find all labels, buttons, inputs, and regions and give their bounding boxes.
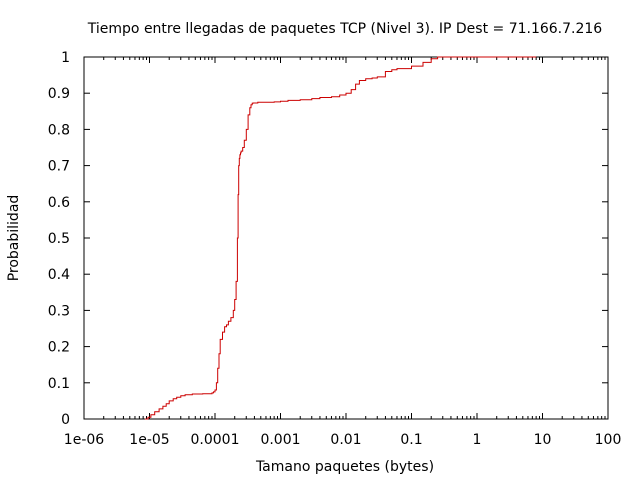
x-axis: 1e-06 1e-05 0.0001 0.001 0.01 0.1 1 10 100 [64, 57, 622, 448]
y-tick-label: 0.5 [48, 231, 70, 247]
y-axis-label: Probabilidad [6, 195, 22, 282]
x-tick-label: 10 [534, 432, 552, 448]
x-tick-label: 1e-06 [64, 432, 104, 448]
x-tick-label: 1 [473, 432, 482, 448]
x-tick-label: 0.0001 [191, 432, 240, 448]
x-tick-label: 1e-05 [129, 432, 169, 448]
x-tick-label: 0.001 [260, 432, 300, 448]
y-tick-label: 0.6 [48, 195, 70, 211]
x-tick-label: 0.01 [330, 432, 361, 448]
x-tick-label: 100 [595, 432, 622, 448]
y-tick-label: 0.3 [48, 303, 70, 319]
y-tick-label: 0.4 [48, 267, 70, 283]
y-tick-label: 0 [61, 412, 70, 428]
y-tick-label: 0.9 [48, 86, 70, 102]
chart-title: Tiempo entre llegadas de paquetes TCP (N… [87, 21, 603, 37]
y-tick-label: 1 [61, 50, 70, 66]
y-tick-label: 0.1 [48, 376, 70, 392]
series-line [144, 56, 537, 420]
y-tick-label: 0.8 [48, 122, 70, 138]
y-axis: 0 0.1 0.2 0.3 0.4 0.5 0.6 0.7 0.8 0.9 1 [48, 50, 608, 428]
y-tick-label: 0.2 [48, 340, 70, 356]
x-axis-label: Tamano paquetes (bytes) [255, 459, 434, 475]
y-tick-label: 0.7 [48, 159, 70, 175]
x-tick-label: 0.1 [400, 432, 422, 448]
plot-area-frame [83, 56, 609, 420]
